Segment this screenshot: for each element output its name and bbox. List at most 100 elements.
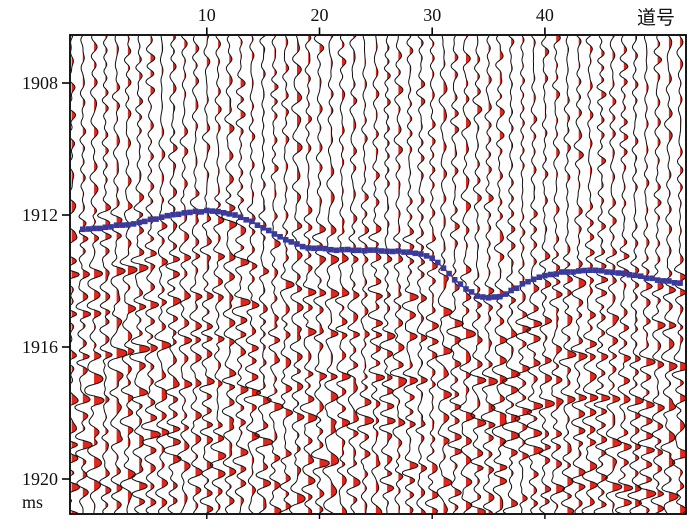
horizon-pick-marker xyxy=(677,280,683,286)
horizon-pick-marker xyxy=(406,249,413,255)
horizon-pick-marker xyxy=(153,216,159,222)
trace-positive-fill xyxy=(454,36,464,513)
trace-wiggle xyxy=(84,36,105,513)
horizon-pick-marker xyxy=(451,277,458,283)
horizon-pick-marker xyxy=(491,294,497,300)
trace-wiggle xyxy=(154,36,172,513)
trace-positive-fill xyxy=(578,36,588,513)
horizon-pick-marker xyxy=(215,208,221,215)
horizon-pick-marker xyxy=(147,216,154,223)
horizon-pick-marker xyxy=(671,280,678,286)
horizon-pick-marker xyxy=(277,234,283,240)
trace-positive-fill xyxy=(668,36,679,513)
trace-wiggle xyxy=(177,36,193,513)
trace-wiggle xyxy=(163,36,182,513)
horizon-pick-marker xyxy=(91,225,97,232)
trace-wiggle xyxy=(322,36,340,513)
horizon-pick-marker xyxy=(609,269,616,276)
horizon-pick-marker xyxy=(164,212,171,219)
trace-wiggle xyxy=(469,36,487,513)
horizon-pick-marker xyxy=(373,247,379,253)
horizon-pick-marker xyxy=(243,217,249,223)
trace-positive-fill xyxy=(375,36,385,513)
horizon-pick-marker xyxy=(339,246,345,253)
horizon-pick-marker xyxy=(615,270,621,276)
horizon-pick-marker xyxy=(525,278,531,285)
horizon-pick-marker xyxy=(198,209,204,215)
trace-positive-fill xyxy=(590,36,598,513)
horizon-pick-marker xyxy=(418,251,424,257)
horizon-pick-marker xyxy=(85,226,92,232)
horizon-pick-marker xyxy=(294,241,300,247)
trace-wiggle xyxy=(446,36,464,513)
trace-wiggle xyxy=(435,36,453,513)
horizon-pick-marker xyxy=(468,289,475,295)
trace-wiggle xyxy=(310,36,330,513)
trace-positive-fill xyxy=(206,36,215,513)
y-tick-label: 1908 xyxy=(22,73,58,93)
horizon-pick-marker xyxy=(187,209,193,216)
horizon-pick-marker xyxy=(592,267,599,274)
horizon-pick-marker xyxy=(316,245,323,251)
horizon-pick-marker xyxy=(401,249,407,255)
trace-wiggle xyxy=(221,36,238,513)
trace-wiggle xyxy=(378,36,396,513)
horizon-pick-marker xyxy=(344,246,351,253)
horizon-pick-marker xyxy=(384,248,390,255)
trace-positive-fill xyxy=(82,36,93,513)
trace-wiggle xyxy=(335,36,351,513)
horizon-pick-marker xyxy=(497,293,503,300)
trace-positive-fill xyxy=(127,36,138,513)
horizon-pick-marker xyxy=(356,247,362,254)
trace-positive-fill xyxy=(646,36,656,513)
horizon-pick-marker xyxy=(474,293,481,299)
horizon-pick-marker xyxy=(587,267,593,273)
trace-positive-fill xyxy=(263,36,273,513)
horizon-pick-marker xyxy=(305,245,311,251)
horizon-pick-group xyxy=(80,207,683,301)
horizon-pick-marker xyxy=(666,278,672,284)
trace-wiggle xyxy=(266,36,284,513)
horizon-pick-marker xyxy=(508,287,514,294)
y-tick-label: 1912 xyxy=(22,205,58,225)
horizon-pick-marker xyxy=(170,211,176,218)
horizon-pick-marker xyxy=(378,248,385,254)
trace-positive-fill xyxy=(443,36,453,513)
trace-wiggle xyxy=(650,36,666,513)
y-tick-label: 1916 xyxy=(22,337,58,357)
trace-wiggle xyxy=(355,36,375,513)
trace-wiggle xyxy=(74,36,93,513)
horizon-pick-marker xyxy=(435,259,441,266)
horizon-pick-marker xyxy=(457,281,464,287)
horizon-pick-marker xyxy=(480,294,486,300)
trace-wiggle xyxy=(254,36,274,513)
horizon-pick-marker xyxy=(530,276,537,283)
horizon-pick-marker xyxy=(204,207,210,214)
horizon-pick-marker xyxy=(136,219,142,226)
horizon-pick-marker xyxy=(249,218,255,225)
horizon-pick-marker xyxy=(119,222,126,228)
trace-positive-fill xyxy=(635,36,644,513)
horizon-pick-marker xyxy=(192,208,199,215)
horizon-pick-marker xyxy=(209,208,216,214)
horizon-pick-marker xyxy=(395,248,402,254)
horizon-pick-marker xyxy=(181,210,188,216)
trace-wiggle xyxy=(524,36,544,513)
trace-wiggle xyxy=(514,36,533,513)
trace-wiggle xyxy=(346,36,361,513)
trace-wiggle xyxy=(491,36,508,513)
x-tick-label: 20 xyxy=(311,5,329,25)
axes-group: 10 20 30 40 1908 1912 1916 1920 xyxy=(22,5,687,519)
trace-positive-fill xyxy=(567,36,577,513)
traces-group xyxy=(71,36,685,513)
horizon-pick-marker xyxy=(350,247,357,254)
horizon-pick-marker xyxy=(626,272,633,278)
horizon-pick-marker xyxy=(102,224,109,231)
trace-wiggle xyxy=(424,36,439,513)
horizon-pick-marker xyxy=(390,248,396,255)
horizon-pick-marker xyxy=(232,212,238,218)
trace-positive-fill xyxy=(612,36,622,513)
horizon-pick-marker xyxy=(361,248,368,254)
trace-positive-fill xyxy=(240,36,251,513)
